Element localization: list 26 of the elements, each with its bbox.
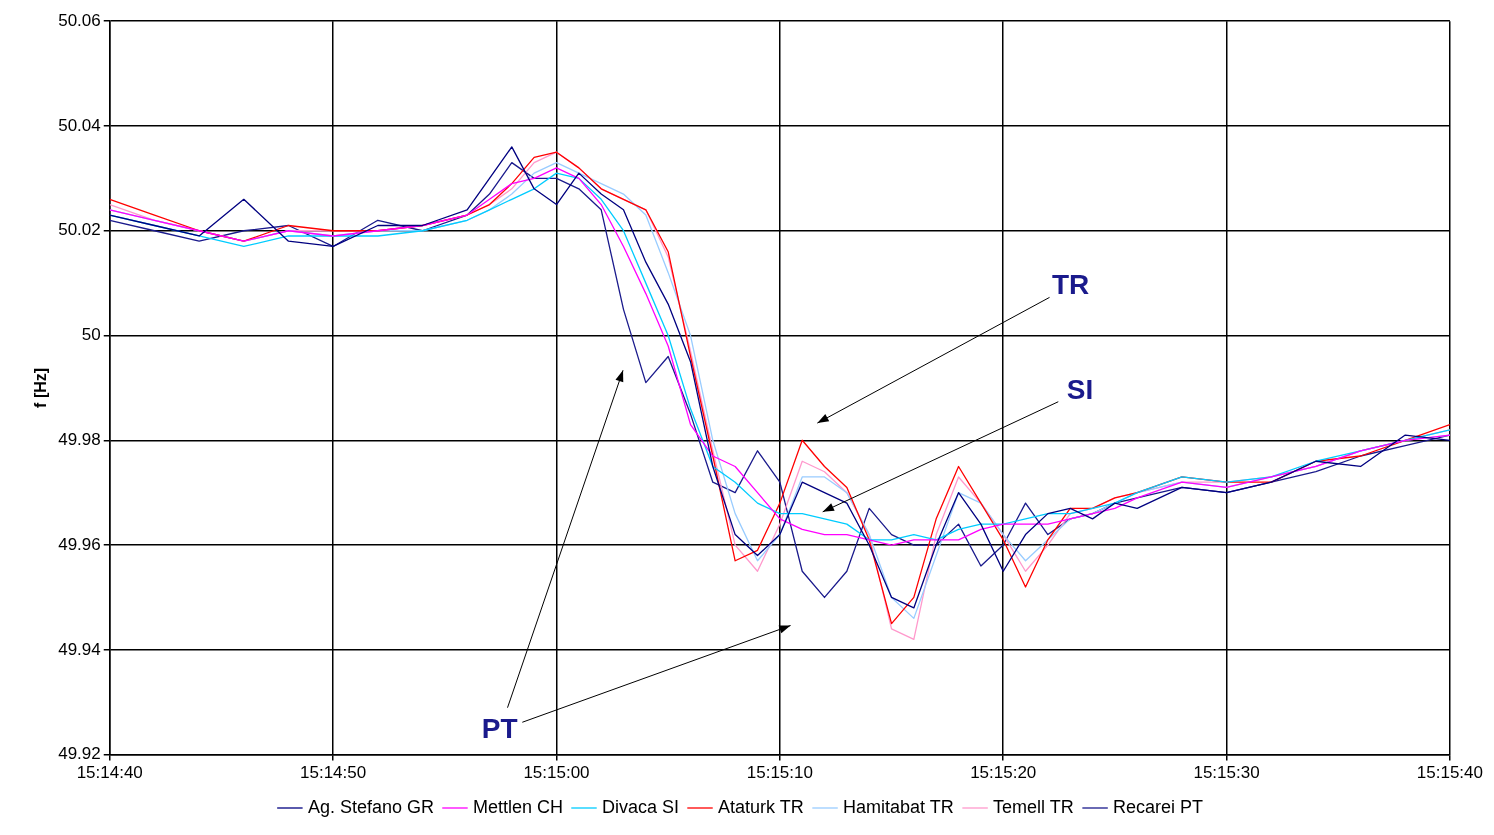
y-tick-label: 49.98 — [58, 429, 101, 449]
legend-label: Mettlen CH — [472, 796, 563, 817]
y-tick-label: 49.96 — [58, 534, 101, 554]
annotation: SI — [1066, 374, 1094, 406]
legend-label: Recarei PT — [1113, 796, 1204, 817]
y-tick-label: 50.02 — [58, 220, 101, 240]
legend-label: Ag. Stefano GR — [307, 796, 434, 817]
legend-label: Ataturk TR — [718, 796, 804, 817]
x-tick-label: 15:15:30 — [1193, 763, 1260, 783]
y-tick-label: 50 — [81, 325, 101, 345]
y-axis-title: f [Hz] — [32, 367, 50, 408]
annotation: TR — [1051, 268, 1090, 300]
x-tick-label: 15:15:00 — [523, 763, 590, 783]
x-tick-label: 15:15:10 — [746, 763, 813, 783]
y-tick-label: 50.06 — [58, 10, 101, 30]
y-tick-label: 49.94 — [58, 639, 101, 659]
legend-label: Divaca SI — [601, 796, 680, 817]
x-tick-label: 15:14:50 — [300, 763, 367, 783]
legend-label: Hamitabat TR — [843, 796, 954, 817]
annotation: PT — [481, 713, 518, 745]
y-tick-label: 49.92 — [58, 744, 101, 764]
x-tick-label: 15:15:20 — [970, 763, 1037, 783]
y-tick-label: 50.04 — [58, 115, 101, 135]
x-tick-label: 15:14:40 — [76, 763, 143, 783]
legend-label: Temell TR — [993, 796, 1074, 817]
x-tick-label: 15:15:40 — [1416, 763, 1484, 783]
